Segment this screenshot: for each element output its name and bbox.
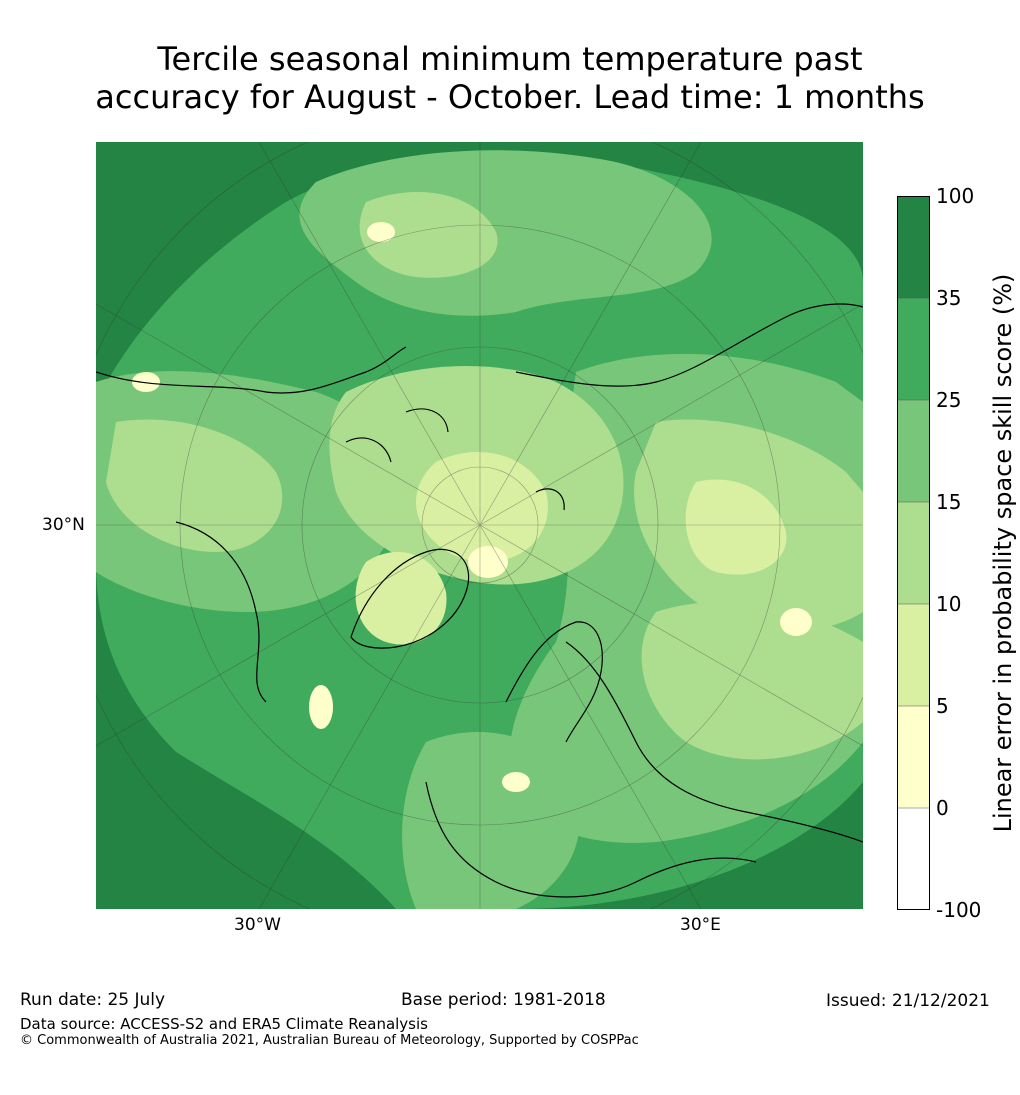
skill-region-10-15-canada: [106, 419, 283, 552]
coastline-scandinavia: [505, 621, 603, 743]
skill-region-15-25-north-atlantic: [299, 150, 712, 316]
polar-skill-map: [96, 142, 863, 909]
colorbar-bin: [897, 196, 930, 299]
skill-region-0-5-5: [502, 772, 530, 792]
skill-region-0-5-4: [367, 222, 395, 242]
colorbar-tick-label: 15: [936, 490, 962, 514]
lon-label-30w: 30°W: [234, 915, 281, 935]
meridian-60w: [96, 524, 481, 747]
coastline-arctic-islands: [345, 408, 565, 511]
graticule: [96, 142, 863, 909]
colorbar: [897, 196, 930, 910]
skill-region-10-15-central-asia: [641, 602, 863, 760]
skill-region-0-5-3: [309, 685, 333, 729]
colorbar-bin: [897, 502, 930, 605]
graticule-circle-3: [179, 224, 781, 826]
skill-region-0-5-6: [132, 372, 160, 392]
skill-region-0-5-1: [468, 546, 508, 578]
colorbar-tick-label: 5: [936, 694, 949, 718]
meridian-120w: [96, 303, 481, 526]
colorbar-frame: [897, 196, 930, 910]
skill-region-15-25-europe-africa: [402, 732, 580, 909]
run-date: Run date: 25 July: [20, 990, 166, 1010]
coastline-eurasia: [515, 303, 863, 843]
colorbar-tick-label: 10: [936, 592, 962, 616]
colorbar-bin: [897, 298, 930, 401]
colorbar-tick-label: 35: [936, 286, 962, 310]
data-source: Data source: ACCESS-S2 and ERA5 Climate …: [20, 1015, 428, 1033]
issued-date: Issued: 21/12/2021: [826, 991, 990, 1011]
colorbar-bin: [897, 808, 930, 910]
colorbar-tick-label: 0: [936, 796, 949, 820]
title-line-2: accuracy for August - October. Lead time…: [95, 78, 925, 116]
skill-region-10-15-atlantic: [359, 192, 498, 278]
meridian-30w: [258, 524, 481, 909]
chart-title: Tercile seasonal minimum temperature pas…: [0, 40, 1020, 116]
colorbar-tick-label: -100: [936, 898, 982, 922]
skill-region-0-5-2: [780, 608, 812, 636]
lat-label-30n: 30°N: [42, 515, 85, 535]
meridian-30e: [479, 524, 702, 909]
meridian-150e: [479, 142, 702, 526]
base-period: Base period: 1981-2018: [401, 990, 606, 1010]
colorbar-bin: [897, 706, 930, 809]
skill-region-5-10-asia: [685, 479, 787, 575]
graticule-circle-1: [421, 466, 539, 584]
coastline-europe-africa: [425, 781, 757, 898]
skill-region-5-10-polar: [416, 452, 548, 562]
title-line-1: Tercile seasonal minimum temperature pas…: [157, 40, 863, 78]
colorbar-bin: [897, 400, 930, 503]
skill-region-5-10-greenland: [355, 552, 447, 645]
coastline-greenland: [350, 548, 470, 649]
meridian-120e: [479, 303, 863, 526]
lon-label-30e: 30°E: [680, 915, 721, 935]
colorbar-bin: [897, 604, 930, 707]
copyright: © Commonwealth of Australia 2021, Austra…: [20, 1033, 639, 1048]
meridian-60e: [479, 524, 863, 747]
meridian-150w: [258, 142, 481, 526]
graticule-circle-2: [301, 346, 659, 704]
colorbar-tick-label: 25: [936, 388, 962, 412]
coastline-north-america: [96, 346, 407, 703]
coastlines: [96, 303, 863, 898]
colorbar-label: Linear error in probability space skill …: [989, 273, 1017, 833]
colorbar-tick-label: 100: [936, 184, 975, 208]
